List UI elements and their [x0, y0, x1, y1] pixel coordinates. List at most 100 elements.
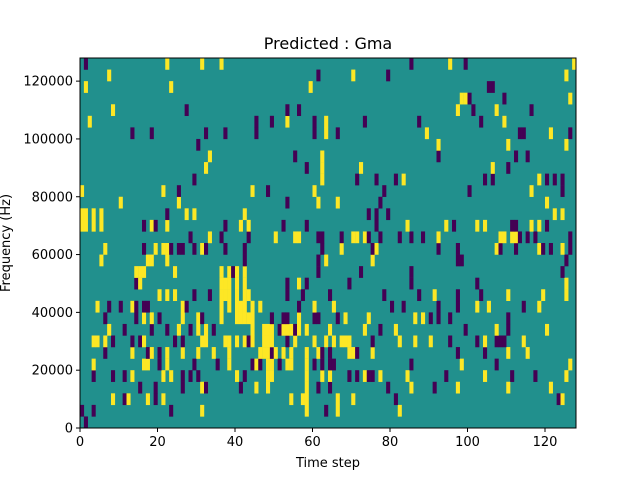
heatmap-cell [285, 277, 290, 290]
heatmap-cell [246, 312, 251, 325]
y-axis-label: Frequency (Hz) [0, 194, 14, 292]
heatmap-cell [223, 243, 228, 255]
heatmap-cell [475, 277, 480, 290]
heatmap-cell [142, 300, 147, 313]
heatmap-cell [312, 300, 317, 313]
heatmap-cell [281, 323, 286, 336]
heatmap-cell [506, 162, 511, 174]
heatmap-cell [475, 219, 480, 232]
heatmap-cell [409, 231, 414, 244]
heatmap-cell [227, 347, 232, 359]
heatmap-cell [204, 127, 209, 140]
heatmap-cell [95, 300, 100, 313]
heatmap-cell [281, 347, 286, 359]
heatmap-cell [320, 370, 325, 382]
heatmap-cell [223, 219, 228, 232]
heatmap-cell [95, 335, 100, 348]
heatmap-cell [122, 393, 127, 406]
heatmap-cell [378, 231, 383, 244]
heatmap-cell [157, 347, 162, 359]
heatmap-cell [142, 219, 147, 232]
heatmap-cell [250, 312, 255, 325]
heatmap-cell [312, 358, 317, 371]
heatmap-cell [324, 254, 329, 267]
heatmap-cell [374, 243, 379, 255]
heatmap-cell [266, 370, 271, 382]
heatmap-cell [436, 231, 441, 244]
heatmap-cell [362, 231, 367, 244]
heatmap-cell [506, 347, 511, 359]
heatmap-cell [142, 312, 147, 325]
heatmap-cell [355, 347, 360, 359]
heatmap-cell [165, 254, 170, 267]
heatmap-cell [548, 127, 553, 140]
heatmap-cell [510, 219, 515, 232]
heatmap-cell [289, 358, 294, 371]
heatmap-cell [238, 219, 243, 232]
heatmap-cell [335, 393, 340, 406]
heatmap-cell [219, 312, 224, 325]
heatmap-cell [316, 347, 321, 359]
heatmap-cell [486, 81, 491, 93]
heatmap-cell [494, 335, 499, 348]
heatmap-cell [328, 381, 333, 394]
heatmap-cell [250, 323, 255, 336]
heatmap-cell [374, 173, 379, 186]
heatmap-cell [436, 312, 441, 325]
heatmap-cell [149, 219, 154, 232]
heatmap-cell [312, 127, 317, 140]
heatmap-cell [300, 289, 305, 302]
heatmap-cell [514, 150, 519, 163]
heatmap-cell [455, 254, 460, 267]
heatmap-cell [266, 323, 271, 336]
heatmap-cell [316, 312, 321, 325]
heatmap-cell [413, 312, 418, 325]
heatmap-cell [560, 393, 565, 406]
heatmap-cell [83, 416, 88, 429]
heatmap-cell [204, 335, 209, 348]
heatmap-cell [134, 312, 139, 325]
heatmap-cell [83, 58, 88, 70]
heatmap-cell [564, 289, 569, 302]
heatmap-cell [560, 266, 565, 278]
heatmap-cell [293, 323, 298, 336]
heatmap-cell [153, 381, 158, 394]
heatmap-cell [560, 208, 565, 221]
heatmap-cell [196, 347, 201, 359]
heatmap-cell [165, 219, 170, 232]
heatmap-cell [409, 58, 414, 70]
heatmap-cell [386, 69, 391, 82]
heatmap-cell [529, 104, 534, 117]
heatmap-cell [180, 300, 185, 313]
heatmap-cell [366, 312, 371, 325]
heatmap-cell [545, 219, 550, 232]
heatmap-cell [161, 185, 166, 197]
heatmap-cell [351, 231, 356, 244]
heatmap-cell [514, 243, 519, 255]
heatmap-cell [204, 162, 209, 174]
heatmap-cell [250, 358, 255, 371]
heatmap-cell [459, 92, 464, 105]
heatmap-cell [138, 277, 143, 290]
heatmap-cell [169, 243, 174, 255]
heatmap-cell [370, 335, 375, 348]
heatmap-cell [130, 370, 135, 382]
heatmap-cell [250, 300, 255, 313]
heatmap-cell [316, 231, 321, 244]
heatmap-cell [548, 381, 553, 394]
heatmap-cell [304, 404, 309, 417]
heatmap-cell [347, 347, 352, 359]
heatmap-cell [483, 335, 488, 348]
heatmap-cell [432, 289, 437, 302]
heatmap-cell [506, 289, 511, 302]
heatmap-cell [246, 335, 251, 348]
heatmap-cell [285, 358, 290, 371]
heatmap-cell [242, 243, 247, 255]
heatmap-cell [479, 289, 484, 302]
heatmap-cell [285, 312, 290, 325]
heatmap-cell [103, 312, 108, 325]
heatmap-cell [176, 323, 181, 336]
heatmap-cell [273, 231, 278, 244]
heatmap-cell [467, 92, 472, 105]
heatmap-cell [359, 162, 364, 174]
